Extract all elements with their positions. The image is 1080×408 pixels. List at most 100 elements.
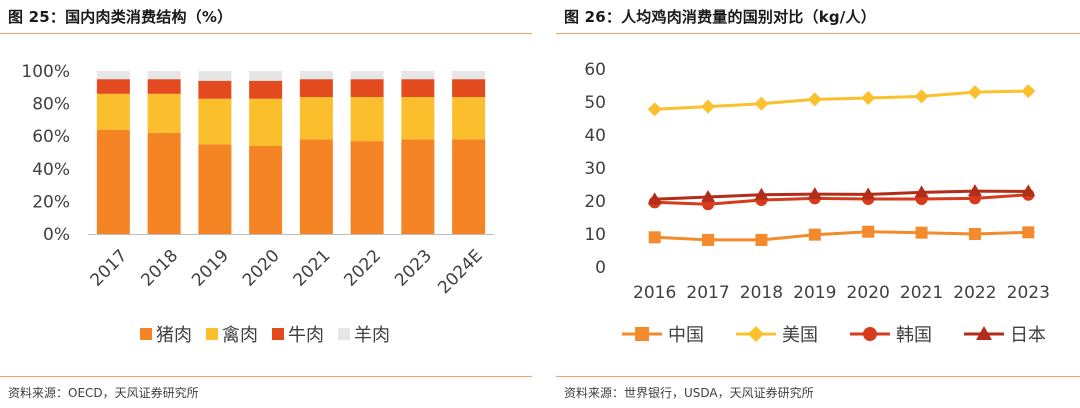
bar-segment (350, 71, 384, 80)
bar-segment (198, 71, 232, 81)
bar-segment (147, 71, 181, 80)
x-tick-label: 2020 (847, 283, 890, 303)
series-marker (647, 102, 662, 117)
series-marker (968, 228, 981, 240)
series-marker (861, 187, 876, 200)
y-tick-label: 20% (32, 192, 70, 212)
y-tick-label: 100% (21, 62, 70, 82)
x-tick-label: 2023 (391, 246, 436, 291)
x-tick-label: 2020 (239, 246, 284, 291)
bar-segment (452, 71, 486, 80)
series-marker (701, 99, 716, 114)
right-chart-panel: 图 26：人均鸡肉消费量的国别对比（kg/人） 0 10 20 30 40 50 60 201… (556, 0, 1080, 408)
series-line (654, 230, 1029, 242)
x-tick-label: 2017 (686, 283, 729, 303)
y-tick-label: 60 (584, 60, 606, 80)
stacked-bar-chart: 0%20%40%60%80%100%2017 2018 2019 2020 2021 20… (21, 62, 494, 346)
x-tick-label: 2016 (633, 283, 676, 303)
legend-swatch (140, 328, 152, 340)
bar-segment (299, 71, 333, 80)
legend-label: 中国 (668, 325, 704, 346)
x-tick-label: 2017 (87, 246, 132, 291)
series-marker (755, 233, 768, 246)
bar-segment (401, 71, 435, 80)
bar-segment (350, 79, 384, 98)
series-marker (914, 185, 929, 198)
x-tick-label: 2018 (740, 283, 783, 303)
left-chart-title: 图 25：国内肉类消费结构（%） (8, 8, 233, 26)
bar-segment (147, 93, 181, 133)
left-title-rule (0, 33, 532, 34)
series-1 (647, 84, 1036, 117)
bar-segment (198, 80, 232, 99)
bar-segment (96, 129, 130, 234)
series-marker (647, 192, 662, 205)
x-tick-label: 2022 (340, 246, 385, 291)
legend-label: 牛肉 (288, 325, 324, 346)
bar-segment (299, 97, 333, 140)
series-0 (648, 225, 1035, 246)
y-tick-label: 30 (584, 159, 606, 179)
bar-segment (147, 79, 181, 94)
bar-segment (452, 139, 486, 234)
legend-swatch (272, 328, 284, 340)
series-marker (808, 228, 821, 241)
series-line (654, 193, 1029, 206)
legend-swatch (206, 328, 218, 340)
series-marker (807, 187, 822, 200)
bar-segment (147, 132, 181, 234)
y-tick-label: 40 (584, 126, 606, 146)
bar-segment (350, 97, 384, 142)
y-tick-label: 0% (43, 225, 70, 245)
x-tick-label: 2023 (1007, 283, 1050, 303)
series-3 (647, 184, 1036, 205)
left-source-rule (0, 376, 532, 377)
y-tick-label: 40% (32, 160, 70, 180)
y-tick-label: 0 (595, 258, 606, 278)
series-marker (1022, 226, 1035, 239)
series-marker (702, 233, 715, 246)
series-marker (635, 327, 649, 341)
bar-segment (96, 79, 130, 94)
left-chart-panel: 图 25：国内肉类消费结构（%） 0% 20% 40% 60% 80% 100% 2017 2… (0, 0, 532, 408)
bar-segment (198, 98, 232, 145)
series-marker (807, 92, 822, 107)
legend-label: 韩国 (896, 325, 932, 346)
series-marker (1021, 84, 1036, 99)
legend-swatch (338, 328, 350, 340)
right-source-rule (556, 376, 1080, 377)
series-line (654, 89, 1029, 111)
series-marker (861, 91, 876, 106)
bar-segment (350, 141, 384, 234)
series-marker (648, 231, 661, 244)
y-tick-label: 20 (584, 192, 606, 212)
bar-segment (96, 93, 130, 130)
series-marker (967, 85, 982, 100)
bar-segment (249, 80, 283, 99)
series-line (654, 189, 1029, 201)
series-marker (967, 184, 982, 197)
x-tick-label: 2018 (137, 246, 182, 291)
right-chart-title: 图 26：人均鸡肉消费量的国别对比（kg/人） (564, 8, 876, 26)
x-tick-label: 2022 (953, 283, 996, 303)
bar-segment (452, 97, 486, 140)
left-chart-source: 资料来源：OECD，天风证券研究所 (8, 386, 199, 400)
series-marker (976, 326, 992, 340)
bar-segment (249, 145, 283, 234)
x-tick-label: 2024E (434, 246, 486, 298)
series-marker (701, 190, 716, 203)
series-marker (863, 327, 877, 341)
legend-label: 禽肉 (222, 325, 258, 346)
legend-label: 羊肉 (354, 325, 390, 346)
x-tick-label: 2021 (290, 246, 335, 291)
x-tick-label: 2021 (900, 283, 943, 303)
series-marker (914, 89, 929, 104)
bar-segment (452, 79, 486, 98)
bar-segment (401, 97, 435, 140)
y-tick-label: 50 (584, 93, 606, 113)
legend-label: 猪肉 (156, 325, 192, 346)
series-marker (748, 326, 764, 342)
legend-label: 日本 (1010, 325, 1046, 346)
bar-segment (249, 98, 283, 146)
y-tick-label: 80% (32, 95, 70, 115)
